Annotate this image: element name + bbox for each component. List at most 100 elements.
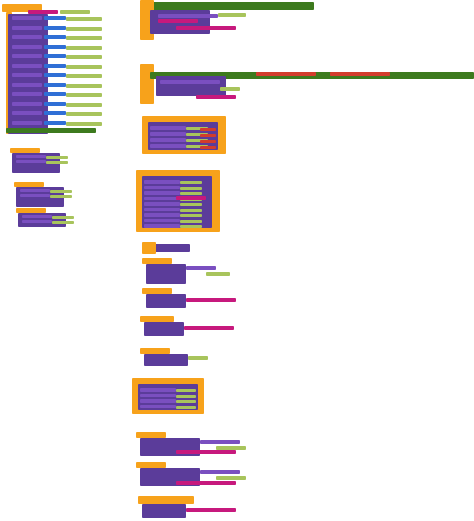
component-call-block[interactable] bbox=[22, 215, 52, 218]
text-block[interactable] bbox=[66, 17, 102, 21]
text-block[interactable] bbox=[66, 26, 102, 31]
component-call-block[interactable] bbox=[144, 224, 180, 228]
text-block[interactable] bbox=[52, 221, 74, 224]
text-block[interactable] bbox=[176, 400, 196, 403]
procedure-block[interactable] bbox=[146, 264, 186, 284]
value-block[interactable] bbox=[330, 72, 390, 76]
math-block[interactable] bbox=[44, 63, 66, 68]
value-block[interactable] bbox=[176, 481, 236, 485]
component-call-block[interactable] bbox=[186, 266, 216, 270]
text-block[interactable] bbox=[46, 161, 68, 164]
text-block[interactable] bbox=[186, 145, 208, 148]
text-block[interactable] bbox=[180, 181, 202, 184]
text-block[interactable] bbox=[66, 36, 102, 40]
component-call-block[interactable] bbox=[150, 126, 186, 130]
component-call-block[interactable] bbox=[12, 54, 42, 58]
component-call-block[interactable] bbox=[140, 393, 176, 397]
component-call-block[interactable] bbox=[144, 185, 180, 189]
event-block[interactable] bbox=[16, 208, 46, 213]
procedure-block[interactable] bbox=[156, 76, 226, 96]
component-call-block[interactable] bbox=[12, 63, 42, 68]
component-call-block[interactable] bbox=[150, 144, 186, 148]
component-call-block[interactable] bbox=[12, 16, 42, 20]
component-call-block[interactable] bbox=[12, 35, 42, 39]
procedure-block[interactable] bbox=[144, 354, 188, 366]
value-block[interactable] bbox=[186, 508, 236, 512]
event-block[interactable] bbox=[142, 242, 156, 254]
procedure-block[interactable] bbox=[144, 322, 184, 336]
component-call-block[interactable] bbox=[144, 196, 180, 200]
math-block[interactable] bbox=[44, 16, 66, 20]
component-call-block[interactable] bbox=[158, 14, 218, 18]
component-call-block[interactable] bbox=[140, 388, 176, 392]
text-block[interactable] bbox=[180, 203, 202, 206]
text-block[interactable] bbox=[176, 405, 196, 409]
text-block[interactable] bbox=[46, 156, 68, 159]
value-block[interactable] bbox=[176, 450, 236, 454]
event-block[interactable] bbox=[142, 258, 172, 264]
component-call-block[interactable] bbox=[200, 470, 240, 474]
event-block[interactable] bbox=[140, 64, 154, 104]
value-block[interactable] bbox=[186, 298, 236, 302]
text-block[interactable] bbox=[180, 225, 202, 228]
value-block[interactable] bbox=[200, 140, 216, 143]
component-call-block[interactable] bbox=[20, 189, 50, 192]
component-call-block[interactable] bbox=[160, 80, 220, 84]
text-block[interactable] bbox=[66, 93, 102, 97]
event-block[interactable] bbox=[10, 148, 40, 153]
text-block[interactable] bbox=[206, 272, 230, 276]
text-block[interactable] bbox=[180, 214, 202, 217]
value-block[interactable] bbox=[200, 128, 216, 131]
value-block[interactable] bbox=[184, 326, 234, 330]
text-block[interactable] bbox=[180, 208, 202, 212]
math-block[interactable] bbox=[44, 44, 66, 49]
event-block[interactable] bbox=[142, 288, 172, 294]
text-block[interactable] bbox=[216, 476, 246, 480]
value-block[interactable] bbox=[256, 72, 316, 76]
value-block[interactable] bbox=[176, 26, 236, 30]
component-call-block[interactable] bbox=[150, 132, 186, 136]
text-block[interactable] bbox=[50, 190, 72, 193]
text-block[interactable] bbox=[186, 133, 208, 136]
event-block[interactable] bbox=[136, 462, 166, 468]
procedure-block[interactable] bbox=[142, 244, 190, 252]
component-call-block[interactable] bbox=[20, 194, 50, 197]
text-block[interactable] bbox=[176, 394, 196, 398]
component-call-block[interactable] bbox=[12, 44, 42, 49]
text-block[interactable] bbox=[216, 446, 246, 450]
component-call-block[interactable] bbox=[140, 399, 176, 403]
value-block[interactable] bbox=[176, 196, 206, 200]
text-block[interactable] bbox=[66, 83, 102, 88]
text-block[interactable] bbox=[66, 121, 102, 126]
text-block[interactable] bbox=[66, 102, 102, 107]
component-call-block[interactable] bbox=[12, 101, 42, 106]
text-block[interactable] bbox=[186, 139, 208, 142]
text-block[interactable] bbox=[66, 45, 102, 50]
component-call-block[interactable] bbox=[144, 207, 180, 211]
component-call-block[interactable] bbox=[140, 404, 176, 408]
math-block[interactable] bbox=[44, 120, 66, 125]
component-call-block[interactable] bbox=[144, 202, 180, 206]
component-call-block[interactable] bbox=[16, 160, 46, 163]
setter-block[interactable] bbox=[6, 128, 96, 133]
text-block[interactable] bbox=[66, 64, 102, 69]
text-block[interactable] bbox=[66, 74, 102, 78]
text-block[interactable] bbox=[50, 195, 72, 198]
component-call-block[interactable] bbox=[200, 440, 240, 444]
value-block[interactable] bbox=[28, 10, 58, 14]
text-block[interactable] bbox=[180, 186, 202, 190]
component-call-block[interactable] bbox=[12, 73, 42, 77]
component-call-block[interactable] bbox=[22, 220, 52, 223]
text-block[interactable] bbox=[218, 13, 246, 17]
event-block[interactable] bbox=[2, 4, 42, 12]
event-block[interactable] bbox=[140, 316, 174, 322]
math-block[interactable] bbox=[44, 25, 66, 30]
event-block[interactable] bbox=[140, 348, 170, 354]
math-block[interactable] bbox=[44, 111, 66, 115]
text-block[interactable] bbox=[188, 356, 208, 360]
component-call-block[interactable] bbox=[12, 111, 42, 115]
procedure-block[interactable] bbox=[142, 504, 186, 518]
component-call-block[interactable] bbox=[12, 82, 42, 87]
text-block[interactable] bbox=[186, 127, 208, 130]
